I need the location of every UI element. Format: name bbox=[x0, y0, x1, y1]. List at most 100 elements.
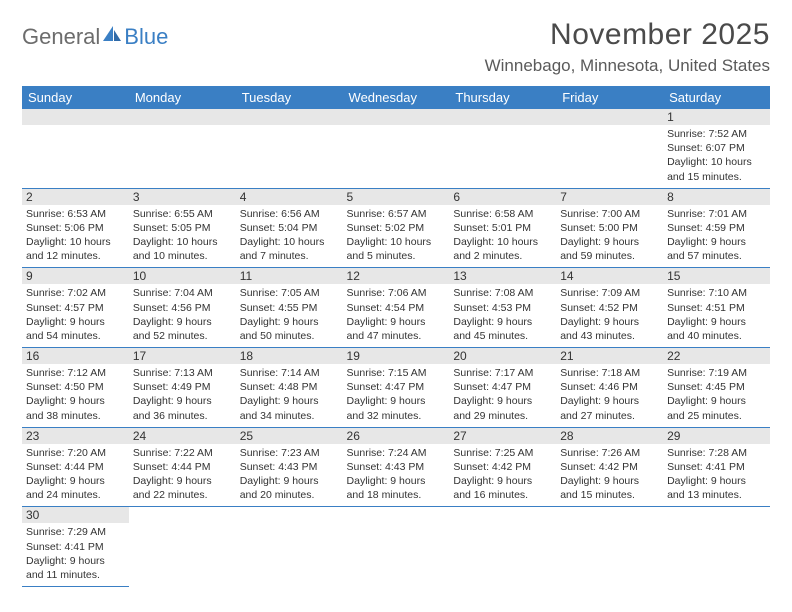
calendar-day-cell: 2Sunrise: 6:53 AMSunset: 5:06 PMDaylight… bbox=[22, 188, 129, 268]
calendar-day-cell bbox=[343, 507, 450, 587]
day-detail-text: Sunrise: 7:19 AMSunset: 4:45 PMDaylight:… bbox=[663, 364, 770, 427]
logo-text-general: General bbox=[22, 24, 100, 50]
calendar-day-cell: 13Sunrise: 7:08 AMSunset: 4:53 PMDayligh… bbox=[449, 268, 556, 348]
calendar-day-cell bbox=[129, 507, 236, 587]
calendar-week-row: 16Sunrise: 7:12 AMSunset: 4:50 PMDayligh… bbox=[22, 348, 770, 428]
weekday-header: Monday bbox=[129, 86, 236, 109]
day-number: 9 bbox=[22, 268, 129, 284]
calendar-day-cell: 17Sunrise: 7:13 AMSunset: 4:49 PMDayligh… bbox=[129, 348, 236, 428]
day-number bbox=[343, 507, 450, 523]
day-number: 13 bbox=[449, 268, 556, 284]
day-number bbox=[449, 109, 556, 125]
calendar-day-cell bbox=[22, 109, 129, 188]
calendar-day-cell: 19Sunrise: 7:15 AMSunset: 4:47 PMDayligh… bbox=[343, 348, 450, 428]
day-number bbox=[556, 109, 663, 125]
day-number: 26 bbox=[343, 428, 450, 444]
day-number: 24 bbox=[129, 428, 236, 444]
calendar-week-row: 9Sunrise: 7:02 AMSunset: 4:57 PMDaylight… bbox=[22, 268, 770, 348]
day-detail-text: Sunrise: 6:53 AMSunset: 5:06 PMDaylight:… bbox=[22, 205, 129, 268]
day-number: 18 bbox=[236, 348, 343, 364]
location-text: Winnebago, Minnesota, United States bbox=[485, 56, 770, 76]
weekday-header: Sunday bbox=[22, 86, 129, 109]
day-number: 19 bbox=[343, 348, 450, 364]
day-number: 4 bbox=[236, 189, 343, 205]
calendar-day-cell: 5Sunrise: 6:57 AMSunset: 5:02 PMDaylight… bbox=[343, 188, 450, 268]
title-block: November 2025 Winnebago, Minnesota, Unit… bbox=[485, 18, 770, 76]
day-number: 29 bbox=[663, 428, 770, 444]
day-detail-text: Sunrise: 7:08 AMSunset: 4:53 PMDaylight:… bbox=[449, 284, 556, 347]
day-number: 21 bbox=[556, 348, 663, 364]
calendar-day-cell: 4Sunrise: 6:56 AMSunset: 5:04 PMDaylight… bbox=[236, 188, 343, 268]
day-detail-text: Sunrise: 6:58 AMSunset: 5:01 PMDaylight:… bbox=[449, 205, 556, 268]
day-number: 2 bbox=[22, 189, 129, 205]
day-number: 20 bbox=[449, 348, 556, 364]
day-detail-text: Sunrise: 7:52 AMSunset: 6:07 PMDaylight:… bbox=[663, 125, 770, 188]
calendar-day-cell: 23Sunrise: 7:20 AMSunset: 4:44 PMDayligh… bbox=[22, 427, 129, 507]
calendar-day-cell: 6Sunrise: 6:58 AMSunset: 5:01 PMDaylight… bbox=[449, 188, 556, 268]
weekday-header: Saturday bbox=[663, 86, 770, 109]
calendar-week-row: 23Sunrise: 7:20 AMSunset: 4:44 PMDayligh… bbox=[22, 427, 770, 507]
day-detail-text: Sunrise: 7:10 AMSunset: 4:51 PMDaylight:… bbox=[663, 284, 770, 347]
logo: General Blue bbox=[22, 24, 168, 50]
calendar-day-cell: 7Sunrise: 7:00 AMSunset: 5:00 PMDaylight… bbox=[556, 188, 663, 268]
day-detail-text: Sunrise: 7:02 AMSunset: 4:57 PMDaylight:… bbox=[22, 284, 129, 347]
calendar-day-cell: 12Sunrise: 7:06 AMSunset: 4:54 PMDayligh… bbox=[343, 268, 450, 348]
calendar-day-cell: 10Sunrise: 7:04 AMSunset: 4:56 PMDayligh… bbox=[129, 268, 236, 348]
day-detail-text: Sunrise: 7:29 AMSunset: 4:41 PMDaylight:… bbox=[22, 523, 129, 586]
calendar-day-cell bbox=[556, 507, 663, 587]
day-detail-text: Sunrise: 7:12 AMSunset: 4:50 PMDaylight:… bbox=[22, 364, 129, 427]
calendar-day-cell: 29Sunrise: 7:28 AMSunset: 4:41 PMDayligh… bbox=[663, 427, 770, 507]
calendar-day-cell: 18Sunrise: 7:14 AMSunset: 4:48 PMDayligh… bbox=[236, 348, 343, 428]
calendar-day-cell: 26Sunrise: 7:24 AMSunset: 4:43 PMDayligh… bbox=[343, 427, 450, 507]
calendar-day-cell bbox=[129, 109, 236, 188]
day-detail-text: Sunrise: 7:28 AMSunset: 4:41 PMDaylight:… bbox=[663, 444, 770, 507]
day-detail-text: Sunrise: 7:00 AMSunset: 5:00 PMDaylight:… bbox=[556, 205, 663, 268]
calendar-day-cell bbox=[663, 507, 770, 587]
day-number: 7 bbox=[556, 189, 663, 205]
day-number: 3 bbox=[129, 189, 236, 205]
day-detail-text: Sunrise: 7:26 AMSunset: 4:42 PMDaylight:… bbox=[556, 444, 663, 507]
calendar-day-cell: 27Sunrise: 7:25 AMSunset: 4:42 PMDayligh… bbox=[449, 427, 556, 507]
day-number: 23 bbox=[22, 428, 129, 444]
day-detail-text: Sunrise: 7:13 AMSunset: 4:49 PMDaylight:… bbox=[129, 364, 236, 427]
day-number: 28 bbox=[556, 428, 663, 444]
calendar-day-cell: 3Sunrise: 6:55 AMSunset: 5:05 PMDaylight… bbox=[129, 188, 236, 268]
day-number: 11 bbox=[236, 268, 343, 284]
day-number: 16 bbox=[22, 348, 129, 364]
day-number bbox=[556, 507, 663, 523]
calendar-day-cell: 9Sunrise: 7:02 AMSunset: 4:57 PMDaylight… bbox=[22, 268, 129, 348]
calendar-day-cell bbox=[236, 507, 343, 587]
day-detail-text: Sunrise: 7:14 AMSunset: 4:48 PMDaylight:… bbox=[236, 364, 343, 427]
day-detail-text: Sunrise: 7:15 AMSunset: 4:47 PMDaylight:… bbox=[343, 364, 450, 427]
day-detail-text: Sunrise: 7:24 AMSunset: 4:43 PMDaylight:… bbox=[343, 444, 450, 507]
day-number bbox=[22, 109, 129, 125]
day-detail-text: Sunrise: 7:04 AMSunset: 4:56 PMDaylight:… bbox=[129, 284, 236, 347]
calendar-day-cell bbox=[343, 109, 450, 188]
day-number: 15 bbox=[663, 268, 770, 284]
day-number bbox=[663, 507, 770, 523]
day-number: 12 bbox=[343, 268, 450, 284]
calendar-week-row: 1Sunrise: 7:52 AMSunset: 6:07 PMDaylight… bbox=[22, 109, 770, 188]
calendar-day-cell bbox=[556, 109, 663, 188]
weekday-header: Tuesday bbox=[236, 86, 343, 109]
day-number bbox=[343, 109, 450, 125]
calendar-day-cell: 11Sunrise: 7:05 AMSunset: 4:55 PMDayligh… bbox=[236, 268, 343, 348]
calendar-day-cell: 25Sunrise: 7:23 AMSunset: 4:43 PMDayligh… bbox=[236, 427, 343, 507]
calendar-day-cell: 24Sunrise: 7:22 AMSunset: 4:44 PMDayligh… bbox=[129, 427, 236, 507]
calendar-day-cell: 14Sunrise: 7:09 AMSunset: 4:52 PMDayligh… bbox=[556, 268, 663, 348]
logo-text-blue: Blue bbox=[124, 24, 168, 50]
day-number bbox=[129, 109, 236, 125]
calendar-day-cell: 30Sunrise: 7:29 AMSunset: 4:41 PMDayligh… bbox=[22, 507, 129, 587]
calendar-week-row: 2Sunrise: 6:53 AMSunset: 5:06 PMDaylight… bbox=[22, 188, 770, 268]
calendar-week-row: 30Sunrise: 7:29 AMSunset: 4:41 PMDayligh… bbox=[22, 507, 770, 587]
day-number: 14 bbox=[556, 268, 663, 284]
weekday-header: Friday bbox=[556, 86, 663, 109]
calendar-day-cell: 15Sunrise: 7:10 AMSunset: 4:51 PMDayligh… bbox=[663, 268, 770, 348]
day-number: 25 bbox=[236, 428, 343, 444]
day-detail-text: Sunrise: 6:56 AMSunset: 5:04 PMDaylight:… bbox=[236, 205, 343, 268]
day-number: 22 bbox=[663, 348, 770, 364]
calendar-day-cell: 16Sunrise: 7:12 AMSunset: 4:50 PMDayligh… bbox=[22, 348, 129, 428]
day-detail-text: Sunrise: 7:17 AMSunset: 4:47 PMDaylight:… bbox=[449, 364, 556, 427]
calendar-day-cell bbox=[449, 109, 556, 188]
day-number bbox=[449, 507, 556, 523]
